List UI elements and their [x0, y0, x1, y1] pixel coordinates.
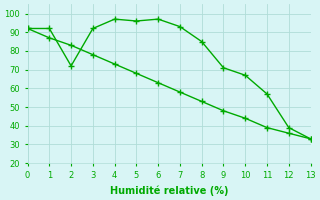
X-axis label: Humidité relative (%): Humidité relative (%) [110, 185, 228, 196]
